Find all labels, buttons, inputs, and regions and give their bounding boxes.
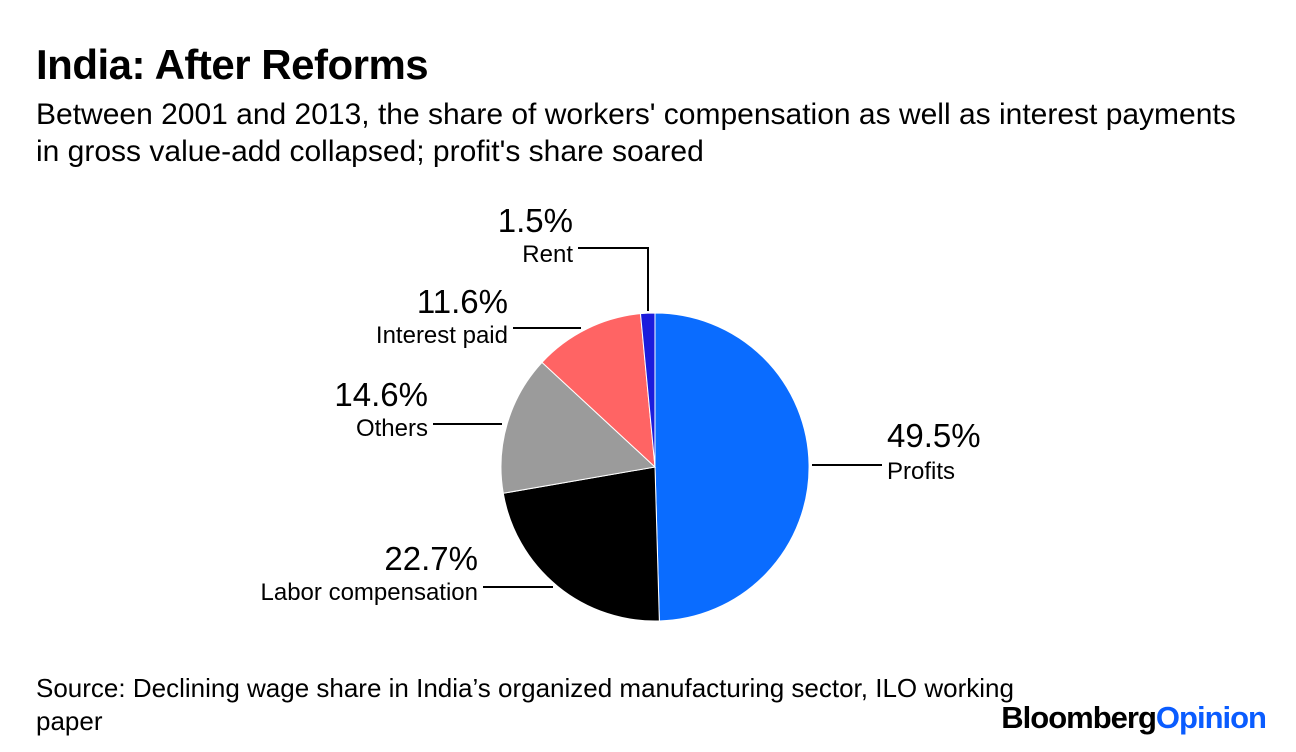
category-label-labor-compensation: Labor compensation: [261, 579, 478, 606]
pie-slice-labor-compensation: [502, 466, 660, 622]
chart-title: India: After Reforms: [36, 41, 429, 88]
brand-part-bloomberg: Bloomberg: [1001, 700, 1157, 735]
value-label-rent: 1.5%: [498, 202, 573, 239]
bloomberg-opinion-logo: BloombergOpinion: [1001, 700, 1267, 736]
brand-part-opinion: Opinion: [1155, 700, 1267, 735]
leader-line-rent: [578, 247, 649, 311]
chart-subtitle: Between 2001 and 2013, the share of work…: [36, 98, 1236, 168]
category-label-others: Others: [356, 415, 428, 442]
pie-slice-interest-paid: [541, 313, 656, 469]
value-label-profits: 49.5%: [887, 417, 981, 454]
value-label-interest-paid: 11.6%: [417, 283, 508, 320]
category-label-profits: Profits: [887, 458, 955, 485]
pie-slice-others: [500, 361, 657, 494]
pie-slice-rent: [639, 312, 656, 468]
value-label-labor-compensation: 22.7%: [384, 540, 478, 577]
pie-slice-profits: [654, 312, 810, 622]
category-label-interest-paid: Interest paid: [376, 322, 508, 349]
source-note: Source: Declining wage share in India’s …: [36, 673, 1014, 736]
value-label-others: 14.6%: [334, 376, 428, 413]
category-label-rent: Rent: [522, 241, 573, 268]
